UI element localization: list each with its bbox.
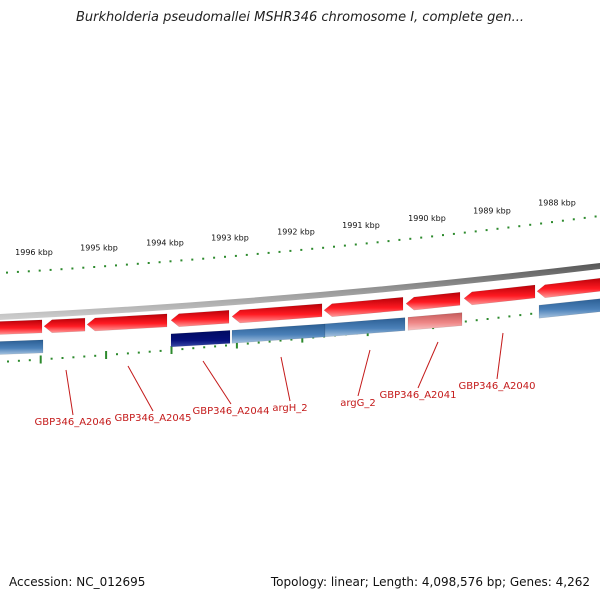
label-leader-line — [65, 369, 74, 416]
forward-gene[interactable] — [536, 277, 600, 299]
accession-label: Accession: NC_012695 — [9, 575, 146, 589]
reverse-gene[interactable] — [538, 298, 600, 319]
forward-gene[interactable] — [323, 297, 404, 317]
scale-label: 1994 kbp — [146, 239, 184, 248]
topology-summary: Topology: linear; Length: 4,098,576 bp; … — [270, 575, 590, 589]
scale-label: 1988 kbp — [538, 199, 576, 208]
gene-label[interactable]: GBP346_A2046 — [34, 417, 111, 428]
forward-gene[interactable] — [405, 292, 461, 311]
reverse-gene[interactable] — [231, 323, 326, 344]
map-title: Burkholderia pseudomallei MSHR346 chromo… — [75, 10, 525, 25]
chromosome-backbone — [0, 263, 600, 320]
reverse-gene[interactable] — [407, 312, 463, 331]
label-leader-line — [357, 349, 371, 397]
reverse-gene[interactable] — [324, 317, 406, 338]
forward-gene[interactable] — [231, 303, 323, 324]
forward-gene[interactable] — [463, 284, 536, 306]
gene-label[interactable]: GBP346_A2040 — [458, 381, 535, 392]
gene-label[interactable]: GBP346_A2041 — [379, 390, 456, 401]
label-leader-line — [496, 332, 504, 380]
upper-scale: 1996 kbp 1995 kbp 1994 kbp 1993 kbp 1992 kbp… — [6, 199, 597, 274]
scale-label: 1990 kbp — [408, 214, 446, 223]
gene-label[interactable]: argH_2 — [272, 403, 307, 414]
gene-label[interactable]: GBP346_A2045 — [114, 413, 191, 424]
scale-label: 1995 kbp — [80, 244, 118, 253]
forward-gene[interactable] — [86, 313, 168, 332]
scale-label: 1989 kbp — [473, 207, 511, 216]
forward-gene[interactable] — [0, 319, 43, 335]
gene-track[interactable] — [0, 277, 600, 355]
label-leader-line — [417, 341, 439, 389]
scale-label: 1992 kbp — [277, 227, 315, 236]
label-leader-line — [280, 356, 291, 402]
forward-gene[interactable] — [43, 317, 86, 334]
label-leader-line — [127, 365, 154, 412]
reverse-gene[interactable] — [170, 330, 231, 348]
label-leader-line — [202, 360, 232, 405]
reverse-gene[interactable] — [0, 339, 44, 355]
scale-label: 1996 kbp — [15, 248, 53, 257]
forward-gene[interactable] — [170, 309, 230, 327]
scale-label: 1991 kbp — [342, 221, 380, 230]
gene-label[interactable]: GBP346_A2044 — [192, 406, 269, 417]
scale-label: 1993 kbp — [211, 233, 249, 242]
gene-label[interactable]: argG_2 — [340, 398, 376, 409]
